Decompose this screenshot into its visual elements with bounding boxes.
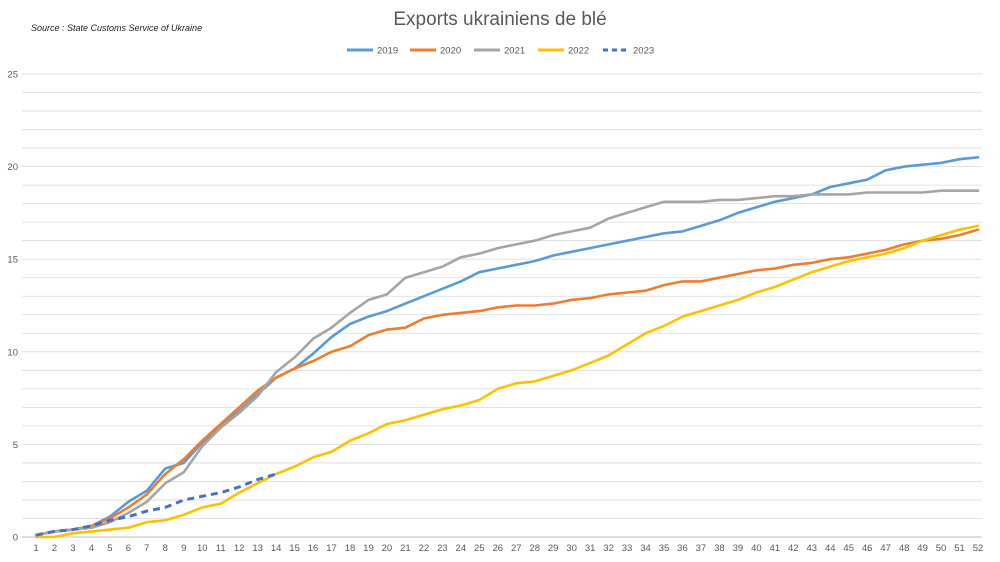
series-lines [34,156,980,539]
source-note: Source : State Customs Service of Ukrain… [31,23,203,33]
x-tick-label: 32 [603,543,614,554]
legend-label: 2022 [568,46,589,57]
x-tick-label: 16 [308,543,319,554]
x-tick-label: 31 [585,543,596,554]
x-tick-label: 15 [289,543,300,554]
x-tick-label: 48 [899,543,910,554]
x-tick-label: 11 [216,543,226,554]
x-tick-label: 7 [144,543,149,554]
x-tick-label: 30 [566,543,577,554]
x-tick-label: 9 [181,543,186,554]
x-axis-ticks: 1 2 3 4 5 6 7 8 9 10 11 12 13 14 15 16 17 18 19 20 21 22 23 24 2… [33,543,983,554]
x-tick-label: 43 [806,543,817,554]
x-tick-label: 29 [548,543,559,554]
x-tick-label: 24 [456,543,467,554]
y-tick-label: 5 [13,440,18,451]
x-tick-label: 6 [126,543,131,554]
series-line-2023 [35,472,277,537]
x-tick-label: 3 [70,543,75,554]
y-tick-label: 0 [13,533,18,544]
y-tick-label: 15 [7,255,18,266]
x-tick-label: 47 [880,543,891,554]
x-tick-label: 4 [89,543,94,554]
legend: 2019 2020 2021 2022 2023 [347,46,654,57]
x-tick-label: 42 [788,543,799,554]
x-tick-label: 37 [696,543,707,554]
x-tick-label: 35 [659,543,670,554]
x-tick-label: 2 [52,543,57,554]
x-tick-label: 1 [33,543,38,554]
x-tick-label: 41 [770,543,781,554]
x-tick-label: 17 [326,543,337,554]
series-line-2019 [34,156,980,537]
y-tick-label: 25 [7,70,18,81]
x-tick-label: 45 [843,543,854,554]
x-tick-label: 50 [936,543,947,554]
x-tick-label: 38 [714,543,725,554]
x-tick-label: 34 [640,543,651,554]
legend-label: 2020 [440,46,461,57]
x-tick-label: 27 [511,543,522,554]
legend-label: 2019 [377,46,398,57]
x-tick-label: 21 [400,543,411,554]
x-tick-label: 10 [197,543,208,554]
x-tick-label: 40 [751,543,762,554]
x-tick-label: 51 [954,543,965,554]
x-tick-label: 13 [252,543,263,554]
x-tick-label: 39 [733,543,744,554]
x-tick-label: 19 [363,543,374,554]
chart-title: Exports ukrainiens de blé [393,9,607,30]
x-tick-label: 28 [529,543,540,554]
x-tick-label: 20 [382,543,393,554]
legend-label: 2021 [504,46,525,57]
gridlines [22,73,982,519]
x-tick-label: 49 [917,543,928,554]
x-tick-label: 8 [163,543,168,554]
x-tick-label: 46 [862,543,873,554]
y-axis-ticks: 0 5 10 15 20 25 [7,70,18,544]
x-tick-label: 26 [492,543,503,554]
x-tick-label: 5 [107,543,112,554]
x-tick-label: 23 [437,543,448,554]
series-line-2021 [34,189,980,537]
x-tick-label: 14 [271,543,282,554]
x-tick-label: 18 [345,543,356,554]
series-line-2022 [34,224,980,539]
y-tick-label: 10 [7,347,18,358]
x-tick-label: 52 [973,543,984,554]
x-tick-label: 36 [677,543,688,554]
legend-label: 2023 [633,46,654,57]
y-tick-label: 20 [7,162,18,173]
x-tick-label: 12 [234,543,245,554]
x-tick-label: 25 [474,543,485,554]
x-tick-label: 22 [419,543,430,554]
series-line-2020 [34,228,980,537]
x-tick-label: 33 [622,543,633,554]
x-tick-label: 44 [825,543,836,554]
